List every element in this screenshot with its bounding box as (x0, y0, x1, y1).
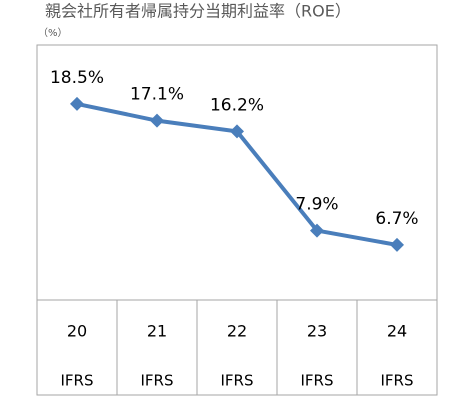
marker (70, 96, 84, 111)
plot-frame (36, 44, 438, 396)
x-tick-sublabel: IFRS (141, 372, 174, 390)
x-tick-label: 24 (387, 322, 407, 341)
x-tick-label: 23 (307, 322, 327, 341)
x-tick-sublabel: IFRS (381, 372, 414, 390)
marker (310, 223, 324, 238)
x-tick-label: 20 (67, 322, 87, 341)
data-label: 16.2% (210, 95, 264, 115)
data-label: 17.1% (130, 85, 184, 105)
x-tick-sublabel: IFRS (221, 372, 254, 390)
data-label: 18.5% (50, 68, 104, 88)
marker (390, 237, 404, 252)
x-tick-sublabel: IFRS (301, 372, 334, 390)
marker (230, 124, 244, 139)
x-tick-label: 22 (227, 322, 247, 341)
x-tick-sublabel: IFRS (61, 372, 94, 390)
data-label: 6.7% (375, 209, 418, 229)
data-label: 7.9% (295, 195, 338, 215)
unit-label: （%） (38, 27, 68, 39)
marker (150, 113, 164, 128)
chart-title: 親会社所有者帰属持分当期利益率（ROE） (45, 2, 351, 21)
x-tick-label: 21 (147, 322, 167, 341)
